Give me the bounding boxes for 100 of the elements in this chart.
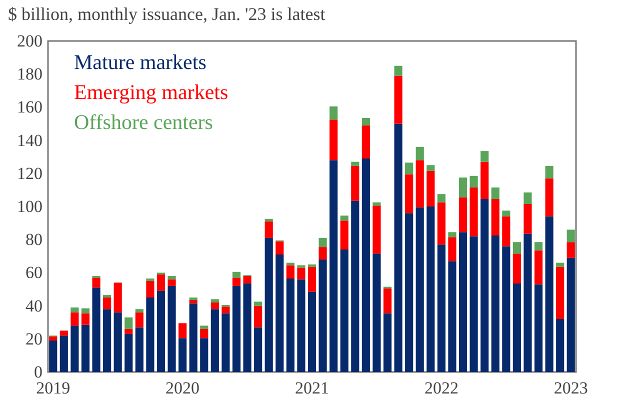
bar (146, 280, 154, 298)
bar (362, 158, 370, 372)
y-tick-label: 40 (26, 296, 42, 316)
bar (491, 187, 500, 200)
bar (394, 76, 402, 124)
bar (243, 283, 252, 372)
bar (70, 326, 79, 372)
bar (297, 268, 306, 280)
bar (92, 278, 100, 288)
bar (286, 262, 294, 266)
bar (351, 166, 360, 201)
bar (200, 328, 208, 338)
bar (189, 300, 198, 304)
x-tick-label: 2022 (424, 378, 458, 398)
bar (566, 258, 575, 372)
bar (49, 336, 58, 341)
bar (135, 312, 144, 328)
bar (458, 232, 468, 372)
bar (264, 221, 273, 238)
bar (114, 312, 122, 372)
bar (512, 254, 521, 284)
bar (254, 327, 262, 372)
bar (512, 283, 521, 372)
bar (448, 261, 456, 372)
bar (534, 284, 543, 372)
bar (178, 338, 187, 372)
bar (318, 238, 327, 248)
text: Mature markets (74, 50, 206, 74)
bar (394, 124, 402, 372)
bar (286, 265, 294, 278)
bar (437, 194, 446, 202)
bar (480, 151, 489, 162)
bar (189, 303, 198, 372)
bar (276, 254, 284, 372)
bar (372, 202, 381, 206)
bar (470, 187, 478, 236)
bar (254, 302, 262, 306)
bar (394, 66, 402, 76)
bar (556, 262, 564, 267)
bar (512, 242, 521, 254)
bar (383, 313, 392, 372)
bar (135, 309, 144, 312)
bar (200, 326, 208, 329)
bar (308, 292, 316, 372)
bar (124, 317, 133, 329)
bar (426, 170, 435, 206)
y-tick-label: 180 (17, 64, 42, 84)
bar (135, 327, 144, 372)
bar (556, 266, 564, 320)
bar (103, 298, 112, 310)
bar (491, 199, 500, 236)
x-tick-label: 2020 (166, 378, 200, 398)
bar (168, 279, 176, 286)
text: Offshore centers (74, 110, 213, 134)
bar (243, 276, 252, 284)
bar (264, 238, 273, 372)
bar (60, 336, 68, 372)
bar (566, 242, 575, 258)
bar (70, 312, 79, 326)
bar (524, 192, 532, 204)
bar (189, 298, 198, 300)
bar (340, 250, 348, 372)
y-tick-label: 120 (17, 164, 42, 183)
bar (254, 306, 262, 328)
bar (524, 234, 532, 372)
bar (168, 286, 176, 372)
bar (416, 146, 424, 160)
bar (351, 162, 360, 166)
bar (383, 288, 392, 314)
bar (330, 120, 338, 160)
bar (232, 278, 241, 286)
bar (222, 306, 230, 314)
bar (330, 160, 338, 372)
bar (416, 207, 424, 372)
bar (534, 250, 543, 284)
bar (49, 340, 58, 372)
x-tick-label: 2019 (36, 378, 70, 398)
bar (318, 247, 327, 260)
bar (351, 200, 360, 372)
bar (545, 216, 554, 372)
bar (545, 178, 554, 216)
bar (264, 218, 273, 222)
bar (103, 295, 112, 298)
bar (470, 236, 478, 372)
bar (286, 278, 294, 372)
y-tick-label: 160 (17, 98, 42, 117)
bar (448, 237, 456, 262)
bar (362, 118, 370, 126)
bar (318, 259, 327, 372)
bar (502, 246, 510, 372)
bar (297, 279, 306, 372)
bar (308, 266, 316, 292)
bar (437, 202, 446, 245)
bar (405, 213, 414, 372)
y-tick-label: 20 (26, 329, 42, 348)
bar (114, 282, 122, 312)
bar (534, 242, 543, 250)
bar (70, 307, 79, 312)
chart-title: $ billion, monthly issuance, Jan. '23 is latest (8, 4, 326, 24)
bar (545, 166, 554, 178)
